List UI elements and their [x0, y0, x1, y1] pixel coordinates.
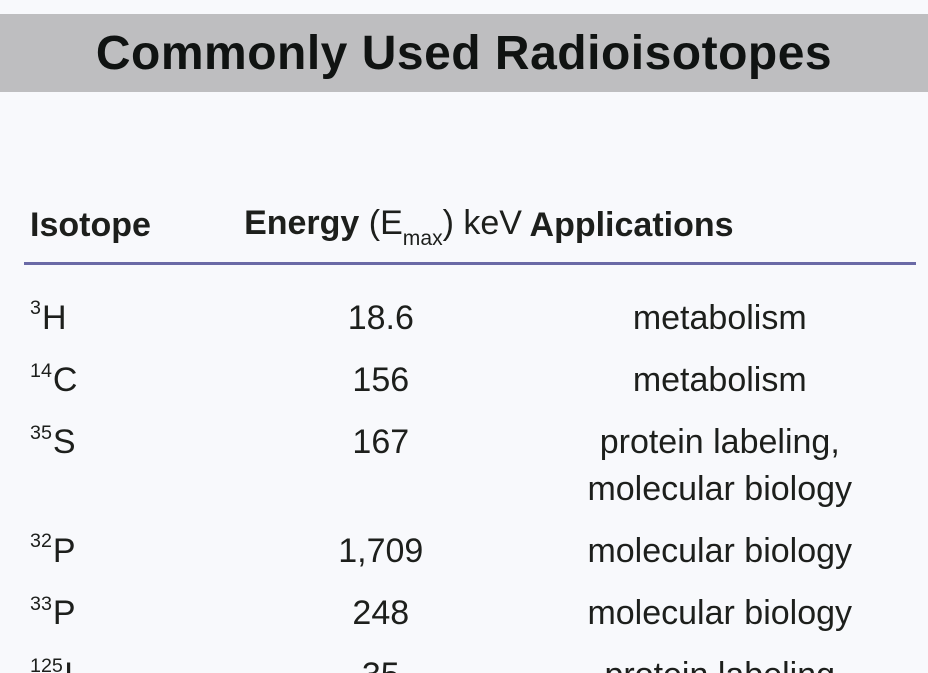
element-symbol: H: [42, 299, 67, 337]
mass-number: 14: [30, 360, 52, 382]
isotope-table-wrap: Isotope Energy (Emax) keV Applications: [24, 200, 916, 673]
table-row: 35S 167 protein labeling, molecular biol…: [24, 411, 916, 519]
table-row: 125I 35 protein labeling: [24, 644, 916, 673]
table-body: 3H 18.6 metabolism 14C 156 metabolism 35…: [24, 287, 916, 673]
application-cell: metabolism: [524, 349, 916, 411]
application-cell: metabolism: [524, 287, 916, 349]
isotope-cell: 32P: [24, 520, 238, 582]
energy-cell: 1,709: [238, 520, 523, 582]
mass-number: 33: [30, 593, 52, 615]
energy-cell: 167: [238, 411, 523, 519]
isotope-table: Isotope Energy (Emax) keV Applications: [24, 200, 916, 673]
isotope-cell: 14C: [24, 349, 238, 411]
slide-title: Commonly Used Radioisotopes: [96, 26, 832, 81]
energy-header-unit: ) keV: [443, 204, 522, 242]
mass-number: 125: [30, 655, 63, 673]
energy-header-sub: max: [403, 227, 443, 250]
isotope-cell: 3H: [24, 287, 238, 349]
element-symbol: C: [53, 361, 78, 399]
isotope-cell: 35S: [24, 411, 238, 519]
energy-cell: 35: [238, 644, 523, 673]
slide-root: Commonly Used Radioisotopes Isotope Ener…: [0, 0, 928, 673]
col-header-isotope: Isotope: [24, 200, 238, 263]
table-row: 14C 156 metabolism: [24, 349, 916, 411]
energy-header-bold: Energy: [244, 204, 359, 242]
application-cell: molecular biology: [524, 520, 916, 582]
title-banner: Commonly Used Radioisotopes: [0, 14, 928, 92]
element-symbol: P: [53, 594, 76, 632]
col-header-energy: Energy (Emax) keV: [238, 200, 523, 263]
element-symbol: P: [53, 532, 76, 570]
header-spacer: [24, 265, 916, 287]
energy-cell: 248: [238, 582, 523, 644]
mass-number: 35: [30, 422, 52, 444]
isotope-cell: 33P: [24, 582, 238, 644]
mass-number: 32: [30, 530, 52, 552]
table-row: 32P 1,709 molecular biology: [24, 520, 916, 582]
table-row: 33P 248 molecular biology: [24, 582, 916, 644]
application-cell: protein labeling: [524, 644, 916, 673]
energy-header-open: (E: [369, 204, 403, 242]
energy-cell: 156: [238, 349, 523, 411]
table-header: Isotope Energy (Emax) keV Applications: [24, 200, 916, 287]
element-symbol: S: [53, 423, 76, 461]
energy-cell: 18.6: [238, 287, 523, 349]
isotope-cell: 125I: [24, 644, 238, 673]
col-header-applications: Applications: [524, 200, 916, 263]
table-row: 3H 18.6 metabolism: [24, 287, 916, 349]
element-symbol: I: [64, 656, 73, 673]
energy-header-paren: (Emax) keV: [369, 204, 522, 242]
application-cell: protein labeling, molecular biology: [524, 411, 916, 519]
application-cell: molecular biology: [524, 582, 916, 644]
mass-number: 3: [30, 297, 41, 319]
